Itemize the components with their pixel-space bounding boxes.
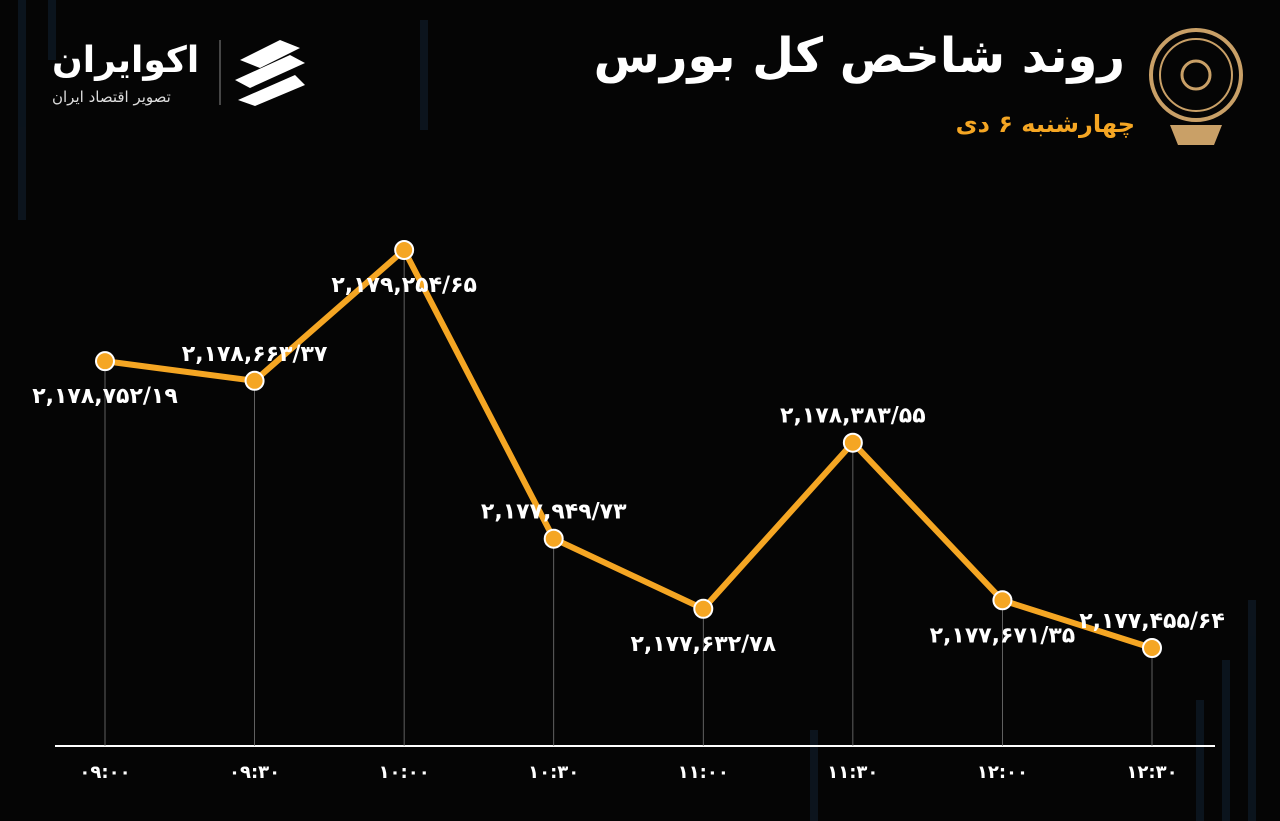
brand-tagline: تصویر اقتصاد ایران xyxy=(52,88,171,106)
point xyxy=(543,528,564,549)
x-tick-label: ۰۹:۰۰ xyxy=(79,762,130,783)
value-label: ۲,۱۷۸,۷۵۲/۱۹ xyxy=(32,384,178,409)
value-label: ۲,۱۷۷,۶۳۲/۷۸ xyxy=(630,632,776,657)
series-line xyxy=(104,247,1153,651)
value-label: ۲,۱۷۹,۲۵۴/۶۵ xyxy=(331,273,477,298)
emblem xyxy=(1149,28,1243,145)
point xyxy=(394,240,415,260)
x-tick-label: ۱۱:۳۰ xyxy=(827,762,878,783)
x-tick-label: ۱۰:۰۰ xyxy=(379,762,430,783)
point xyxy=(842,432,863,453)
brand-mark xyxy=(219,40,305,106)
chart-subtitle: چهارشنبه ۶ دی xyxy=(955,110,1135,138)
point xyxy=(992,590,1013,611)
background-decoration xyxy=(18,0,1256,821)
point xyxy=(244,370,265,391)
point xyxy=(1142,638,1162,658)
value-label: ۲,۱۷۸,۳۸۳/۵۵ xyxy=(780,404,926,429)
x-tick-label: ۰۹:۳۰ xyxy=(229,762,280,783)
x-tick-label: ۱۰:۳۰ xyxy=(528,762,579,783)
value-label: ۲,۱۷۷,۴۵۵/۶۴ xyxy=(1079,609,1225,634)
chart-title: روند شاخص کل بورس xyxy=(593,28,1125,84)
point xyxy=(95,351,115,372)
x-tick-label: ۱۲:۳۰ xyxy=(1126,762,1177,783)
value-label: ۲,۱۷۷,۹۴۹/۷۳ xyxy=(481,500,627,525)
x-tick-label: ۱۲:۰۰ xyxy=(977,762,1028,783)
value-label: ۲,۱۷۸,۶۶۳/۳۷ xyxy=(182,342,328,367)
value-label: ۲,۱۷۷,۶۷۱/۳۵ xyxy=(930,623,1076,648)
brand-name: اکوایران xyxy=(52,40,200,81)
x-tick-label: ۱۱:۰۰ xyxy=(678,762,729,783)
point xyxy=(693,598,714,619)
